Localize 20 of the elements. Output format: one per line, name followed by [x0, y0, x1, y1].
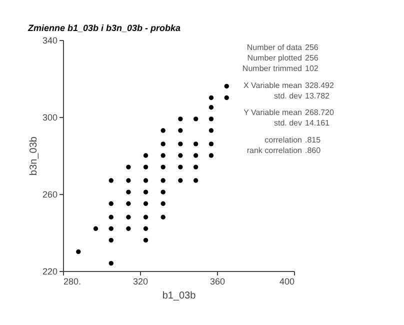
x-tick-label: 360 — [210, 276, 226, 286]
y-tick-label: 340 — [42, 36, 58, 46]
x-tick-label: 320 — [132, 276, 148, 286]
y-tick-label: 300 — [42, 112, 58, 122]
text: correlation .815 — [264, 135, 321, 144]
text: std. dev 13.782 — [274, 91, 330, 100]
text: std. dev 14.161 — [274, 118, 330, 128]
text: X Variable mean 328.492 — [243, 80, 334, 90]
text: Y Variable mean 268.720 — [244, 108, 334, 118]
y-tick-label: 220 — [42, 266, 58, 276]
x-tick-label: 280. — [64, 276, 82, 286]
y-tick-label: 260 — [42, 190, 58, 200]
y-axis-title: b3n_03b — [28, 136, 40, 176]
text: Number plotted 256 — [247, 54, 318, 62]
x-tick-label: 400 — [279, 276, 294, 286]
x-axis-title: b1_03b — [162, 290, 196, 302]
text: Number of data 256 — [246, 43, 318, 52]
text: rank correlation .860 — [246, 146, 321, 155]
text: Number trimmed 102 — [242, 64, 318, 73]
chart-title: Zmienne b1_03b i b3n_03b - probka — [26, 23, 181, 33]
